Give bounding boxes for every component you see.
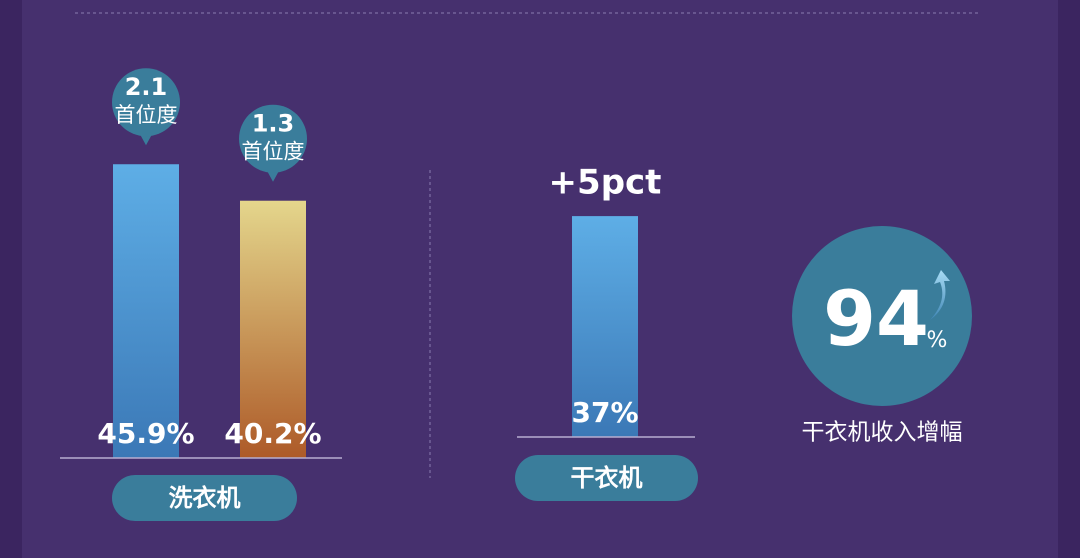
bar: [572, 216, 638, 437]
category-label: 干衣机: [571, 464, 643, 492]
badge-value: 1.3: [252, 110, 295, 138]
value-label: 40.2%: [224, 417, 321, 450]
badge: [112, 68, 180, 137]
stat-value: 94: [823, 274, 929, 363]
category-label: 洗衣机: [169, 484, 241, 512]
value-label: 37%: [571, 396, 638, 429]
badge-unit: 首位度: [242, 140, 305, 164]
badge: [267, 170, 279, 182]
bar-chart: 37% +5pct 干衣机: [515, 163, 698, 501]
side-band: [0, 0, 22, 558]
stat-caption: 干衣机收入增幅: [802, 420, 963, 446]
badge: [239, 104, 307, 173]
stat-unit: %: [927, 328, 948, 353]
badge-unit: 首位度: [115, 103, 178, 127]
value-label: 45.9%: [97, 417, 194, 450]
annotation: +5pct: [549, 163, 662, 203]
bar: [240, 200, 306, 458]
badge-value: 2.1: [125, 73, 168, 101]
highlight-stat: 94 % 干衣机收入增幅: [792, 226, 972, 446]
up-arrow: [930, 270, 950, 320]
side-band: [1058, 0, 1080, 558]
badge: [140, 134, 152, 146]
category-pill: [515, 455, 698, 501]
bar: [113, 164, 179, 459]
category-pill: [112, 475, 297, 521]
stat-circle: [792, 226, 972, 406]
